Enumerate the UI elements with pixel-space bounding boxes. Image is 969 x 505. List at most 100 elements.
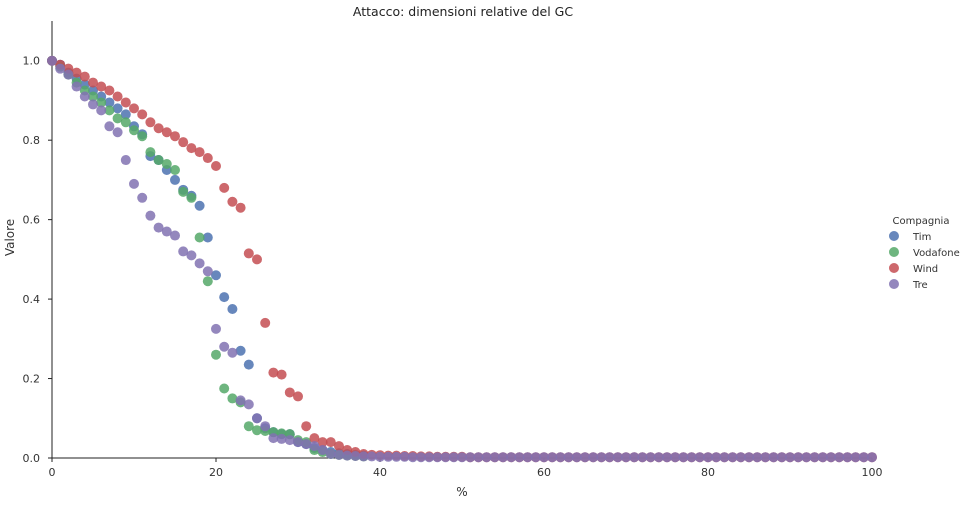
y-tick-label: 0.4 bbox=[23, 293, 41, 306]
data-point bbox=[662, 452, 672, 463]
data-point bbox=[104, 85, 115, 96]
data-point bbox=[219, 341, 230, 352]
data-point bbox=[653, 452, 664, 463]
data-point bbox=[268, 433, 279, 444]
data-point bbox=[629, 452, 640, 463]
data-point bbox=[170, 164, 180, 175]
data-point bbox=[342, 450, 353, 461]
legend-label: Tim bbox=[912, 232, 931, 243]
data-point bbox=[178, 246, 189, 257]
data-point bbox=[416, 452, 426, 463]
data-point bbox=[219, 182, 230, 193]
data-point bbox=[727, 452, 738, 463]
data-point bbox=[202, 232, 213, 243]
series-tim bbox=[47, 55, 369, 461]
data-point bbox=[178, 186, 189, 197]
data-point bbox=[88, 91, 98, 102]
data-point bbox=[276, 433, 287, 444]
data-point bbox=[719, 452, 730, 463]
data-point bbox=[170, 230, 180, 241]
data-point bbox=[211, 349, 221, 360]
legend-item-tre: Tre bbox=[889, 279, 928, 291]
data-point bbox=[670, 452, 681, 463]
legend-item-tim: Tim bbox=[889, 231, 931, 243]
legend-item-wind: Wind bbox=[889, 263, 938, 275]
data-point bbox=[317, 445, 328, 456]
data-point bbox=[473, 452, 484, 463]
data-point bbox=[235, 395, 246, 406]
legend-item-vodafone: Vodafone bbox=[889, 247, 960, 259]
data-point bbox=[243, 421, 254, 432]
data-point bbox=[809, 452, 820, 463]
x-ticks: 0 20 40 60 80 100 bbox=[49, 458, 883, 479]
data-point bbox=[776, 452, 787, 463]
y-axis-label: Valore bbox=[3, 219, 17, 256]
legend-label: Tre bbox=[912, 280, 928, 291]
data-point bbox=[178, 137, 189, 148]
data-point bbox=[170, 131, 180, 142]
data-point bbox=[211, 161, 221, 172]
data-point bbox=[129, 178, 139, 189]
data-point bbox=[194, 147, 205, 158]
data-point bbox=[424, 452, 435, 463]
data-point bbox=[161, 159, 172, 170]
data-point bbox=[186, 143, 197, 154]
data-point bbox=[219, 292, 230, 303]
data-point bbox=[145, 147, 156, 158]
data-point bbox=[112, 91, 123, 102]
data-point bbox=[334, 441, 344, 452]
data-point bbox=[284, 435, 295, 446]
axes: 0 20 40 60 80 100 0.0 0.2 0.4 0.6 0.8 1.0 bbox=[23, 21, 883, 479]
data-point bbox=[350, 451, 361, 462]
data-point bbox=[137, 109, 148, 120]
data-point bbox=[71, 67, 82, 78]
data-point bbox=[867, 452, 877, 463]
data-point bbox=[760, 452, 771, 463]
data-point bbox=[104, 121, 115, 132]
data-point bbox=[375, 451, 385, 462]
data-point bbox=[555, 452, 566, 463]
data-point bbox=[153, 222, 164, 233]
data-point bbox=[112, 127, 123, 138]
data-point bbox=[596, 452, 607, 463]
x-tick-label: 60 bbox=[537, 466, 551, 479]
data-point bbox=[489, 452, 500, 463]
data-point bbox=[227, 393, 238, 404]
x-tick-label: 40 bbox=[373, 466, 387, 479]
x-tick-label: 0 bbox=[49, 466, 56, 479]
data-point bbox=[703, 452, 713, 463]
x-tick-label: 80 bbox=[701, 466, 715, 479]
data-point bbox=[153, 155, 164, 166]
data-point bbox=[481, 452, 492, 463]
data-point bbox=[366, 451, 377, 462]
legend-label: Vodafone bbox=[913, 248, 960, 259]
data-point bbox=[588, 452, 599, 463]
data-point bbox=[293, 391, 303, 402]
data-point bbox=[161, 226, 172, 237]
data-point bbox=[793, 452, 804, 463]
data-point bbox=[301, 439, 312, 450]
data-point bbox=[539, 452, 549, 463]
y-tick-label: 0.2 bbox=[23, 373, 41, 386]
data-point bbox=[170, 174, 180, 185]
data-point bbox=[104, 97, 115, 108]
data-point bbox=[744, 452, 754, 463]
data-point bbox=[243, 359, 254, 370]
data-point bbox=[96, 97, 107, 108]
data-point bbox=[383, 451, 394, 462]
data-point bbox=[358, 451, 369, 462]
data-point bbox=[612, 452, 623, 463]
data-point bbox=[252, 254, 262, 265]
data-point bbox=[621, 452, 631, 463]
data-point bbox=[55, 63, 66, 74]
data-point bbox=[440, 452, 451, 463]
legend-marker bbox=[889, 247, 899, 257]
data-point bbox=[514, 452, 525, 463]
data-point bbox=[252, 413, 262, 424]
data-point bbox=[137, 131, 148, 142]
data-point bbox=[96, 81, 107, 92]
data-point bbox=[186, 250, 197, 261]
data-point bbox=[120, 97, 131, 108]
data-point bbox=[694, 452, 705, 463]
